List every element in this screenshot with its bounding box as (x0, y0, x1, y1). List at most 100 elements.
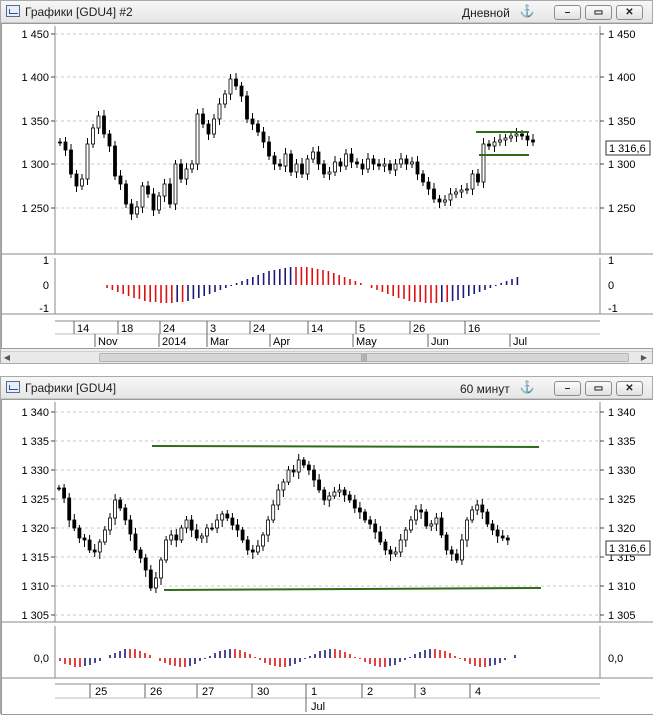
window-titlebar[interactable]: Графики [GDU4] 60 минут ⚓ – ▭ ✕ (1, 377, 652, 399)
timeframe-label[interactable]: Дневной (462, 6, 510, 20)
candle-body (333, 161, 337, 173)
price-tick-label: 1 325 (608, 494, 636, 506)
candle-body (179, 527, 184, 541)
candle-body (332, 491, 337, 497)
candle-body (129, 203, 134, 215)
candle-body (133, 533, 138, 551)
price-tick-label: 1 350 (608, 116, 636, 128)
candle-body (179, 163, 183, 180)
time-axis-month-label: Nov (98, 336, 118, 348)
maximize-icon: ▭ (593, 7, 604, 18)
horizontal-scrollbar[interactable]: ◀ ||| ▶ (1, 351, 652, 363)
price-tick-label: 1 400 (21, 72, 49, 84)
candle-body (465, 519, 469, 541)
candle-body (272, 155, 277, 165)
candle-body (357, 507, 362, 513)
oscillator-tick-label: 1 (43, 255, 49, 267)
price-tick-label: 1 300 (21, 159, 49, 171)
candle-body (490, 523, 495, 531)
price-tick-label: 1 340 (21, 407, 49, 419)
close-button[interactable]: ✕ (616, 381, 643, 396)
candle-body (118, 175, 123, 185)
chart-area-hourly[interactable]: 1 340 1 335 1 330 1 325 1 320 1 315 1 310 1 305… (1, 399, 653, 715)
candle-body (322, 489, 327, 501)
close-button[interactable]: ✕ (616, 5, 643, 20)
candle-body (393, 163, 398, 171)
candle-body (408, 519, 413, 531)
candle-body (276, 489, 281, 506)
support-line[interactable] (163, 587, 542, 591)
candle-body (103, 529, 107, 543)
price-tick-label: 1 250 (608, 203, 636, 215)
chart-window-daily: Графики [GDU4] #2 Дневной ⚓ – ▭ ✕ 1 450 1… (0, 0, 653, 364)
time-axis-day-label: 25 (95, 686, 107, 698)
time-axis-month-label: May (356, 336, 377, 348)
candle-body (449, 549, 454, 555)
last-price-label: 1 316,6 (609, 543, 646, 555)
candle-body (286, 469, 291, 483)
anchor-icon[interactable]: ⚓ (519, 380, 535, 394)
scroll-right-icon[interactable]: ▶ (640, 353, 648, 362)
maximize-button[interactable]: ▭ (585, 381, 612, 396)
candle-body (443, 199, 447, 203)
candle-body (322, 163, 326, 175)
candle-body (301, 459, 306, 466)
minimize-button[interactable]: – (554, 5, 581, 20)
candle-body (388, 163, 392, 171)
candle-body (531, 139, 535, 143)
candle-body (481, 143, 486, 183)
candle-body (215, 519, 220, 529)
candle-body (414, 509, 418, 521)
maximize-button[interactable]: ▭ (585, 5, 612, 20)
candle-body (225, 513, 230, 519)
candle-body (520, 133, 524, 137)
price-tick-label: 1 305 (608, 610, 636, 622)
candle-body (140, 185, 145, 208)
timeframe-label[interactable]: 60 минут (460, 382, 510, 396)
oscillator-tick-label: 0,0 (34, 653, 49, 665)
scroll-left-icon[interactable]: ◀ (3, 353, 11, 362)
price-tick-label: 1 310 (608, 581, 636, 593)
price-tick-label: 1 305 (21, 610, 49, 622)
chart-window-icon (6, 381, 20, 393)
time-axis-month-label: 2014 (162, 336, 186, 348)
minimize-icon: – (564, 7, 571, 18)
candle-body (371, 158, 376, 165)
candle-body (62, 487, 66, 499)
window-titlebar[interactable]: Графики [GDU4] #2 Дневной ⚓ – ▭ ✕ (1, 1, 652, 23)
minimize-button[interactable]: – (554, 381, 581, 396)
time-axis-month-label: Jun (431, 336, 449, 348)
candle-body (498, 139, 502, 143)
chart-area-daily[interactable]: 1 450 1 400 1 350 1 300 1 250 1 450 1 400 1 35… (1, 23, 653, 349)
candle-body (194, 529, 199, 539)
candle-body (80, 178, 84, 187)
candle-body (266, 519, 271, 536)
candle-body (378, 531, 383, 543)
candle-body (439, 517, 444, 536)
candle-body (509, 135, 513, 139)
candle-body (454, 191, 458, 195)
candle-body (465, 188, 469, 191)
candle-body (239, 85, 244, 97)
time-axis-day-label: 18 (121, 323, 133, 335)
resistance-line[interactable] (151, 445, 540, 448)
candle-body (256, 123, 260, 133)
candle-body (72, 519, 77, 529)
candle-body (87, 539, 92, 551)
candle-body (278, 163, 282, 167)
price-tick-label: 1 320 (608, 523, 636, 535)
candle-body (58, 141, 62, 144)
anchor-icon[interactable]: ⚓ (519, 4, 535, 18)
candle-body (190, 163, 194, 170)
candle-body (108, 517, 112, 531)
candle-body (404, 158, 409, 165)
scroll-thumb[interactable]: ||| (99, 353, 629, 362)
candle-body (305, 158, 310, 175)
candle-body (514, 133, 519, 137)
maximize-icon: ▭ (593, 383, 604, 394)
candle-body (459, 539, 464, 561)
last-price-badge (605, 540, 651, 556)
time-axis-day-label: 14 (77, 323, 89, 335)
